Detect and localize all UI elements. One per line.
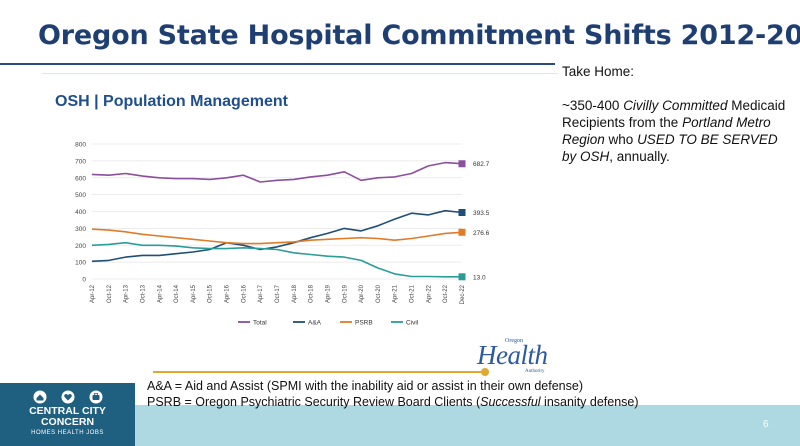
x-tick-label: Oct-16 [241, 284, 247, 303]
x-tick-label: Apr-14 [157, 284, 163, 303]
y-tick-label: 800 [75, 142, 86, 149]
x-tick-label: Apr-12 [90, 284, 96, 303]
x-tick-label: Apr-20 [359, 284, 365, 303]
x-tick-label: Apr-22 [426, 284, 432, 303]
series-end-label: 13.0 [473, 274, 486, 281]
ccc-icons [33, 390, 103, 404]
x-tick-label: Apr-21 [393, 284, 399, 303]
x-tick-label: Oct-13 [140, 284, 146, 303]
series-end-marker [458, 209, 466, 217]
chart-panel [42, 73, 558, 344]
y-tick-label: 100 [75, 260, 86, 267]
y-tick-label: 200 [75, 243, 86, 250]
x-tick-label: Oct-19 [342, 284, 348, 303]
x-tick-label: Oct-14 [174, 284, 180, 303]
y-tick-label: 600 [75, 175, 86, 182]
x-tick-label: Oct-15 [208, 284, 214, 303]
x-tick-label: Apr-13 [124, 284, 130, 303]
chart-heading: OSH | Population Management [55, 93, 288, 110]
definition-psrb: PSRB = Oregon Psychiatric Security Revie… [147, 395, 639, 409]
series-end-label: 393.5 [473, 210, 490, 217]
y-tick-label: 700 [75, 158, 86, 165]
series-end-marker [458, 228, 466, 236]
series-end-label: 682.7 [473, 161, 490, 168]
legend-label: PSRB [355, 320, 373, 327]
population-line-chart: 0 100 200 300 400 500 600 700 800 Apr-12 Oct-12 Apr… [75, 142, 490, 327]
x-tick-label: Oct-17 [275, 284, 281, 303]
series-line [91, 161, 463, 183]
legend-label: A&A [308, 320, 322, 327]
ccc-name: CENTRAL CITY CONCERN [29, 405, 106, 428]
slide-title: Oregon State Hospital Commitment Shifts … [38, 20, 800, 51]
gold-divider [153, 371, 483, 373]
x-tick-label: Apr-15 [191, 284, 197, 303]
y-tick-label: 400 [75, 209, 86, 216]
page-number: 6 [763, 419, 769, 430]
y-tick-label: 0 [82, 277, 86, 284]
take-home-box: Take Home: ~350-400 Civilly Committed Me… [562, 63, 792, 165]
title-underline [0, 63, 555, 65]
x-tick-label: Dec-22 [460, 284, 466, 304]
legend-label: Total [253, 320, 267, 327]
legend-label: Civil [406, 320, 419, 327]
x-tick-label: Apr-17 [258, 284, 264, 303]
x-tick-label: Oct-22 [443, 284, 449, 303]
series-end-marker [458, 273, 466, 281]
definition-aa: A&A = Aid and Assist (SPMI with the inab… [147, 379, 583, 393]
series-line [91, 209, 463, 263]
take-home-text: ~350-400 Civilly Committed Medicaid Reci… [562, 98, 786, 164]
definitions: A&A = Aid and Assist (SPMI with the inab… [147, 378, 639, 410]
gold-divider-dot [481, 368, 489, 376]
series-line [91, 228, 463, 245]
ccc-tagline: HOMES HEALTH JOBS [31, 430, 104, 436]
x-tick-label: Oct-12 [107, 284, 113, 303]
x-tick-label: Oct-20 [376, 284, 382, 303]
x-tick-label: Oct-21 [410, 284, 416, 303]
take-home-label: Take Home: [562, 64, 635, 79]
series-end-marker [458, 160, 466, 168]
series-line [91, 241, 462, 278]
x-tick-label: Apr-19 [325, 284, 331, 303]
y-tick-label: 500 [75, 192, 86, 199]
x-tick-label: Apr-18 [292, 284, 298, 303]
central-city-concern-logo: CENTRAL CITY CONCERN HOMES HEALTH JOBS [0, 383, 135, 446]
x-tick-label: Apr-16 [225, 284, 231, 303]
x-tick-label: Oct-18 [309, 284, 315, 303]
series-end-label: 276.6 [473, 230, 490, 237]
y-tick-label: 300 [75, 226, 86, 233]
